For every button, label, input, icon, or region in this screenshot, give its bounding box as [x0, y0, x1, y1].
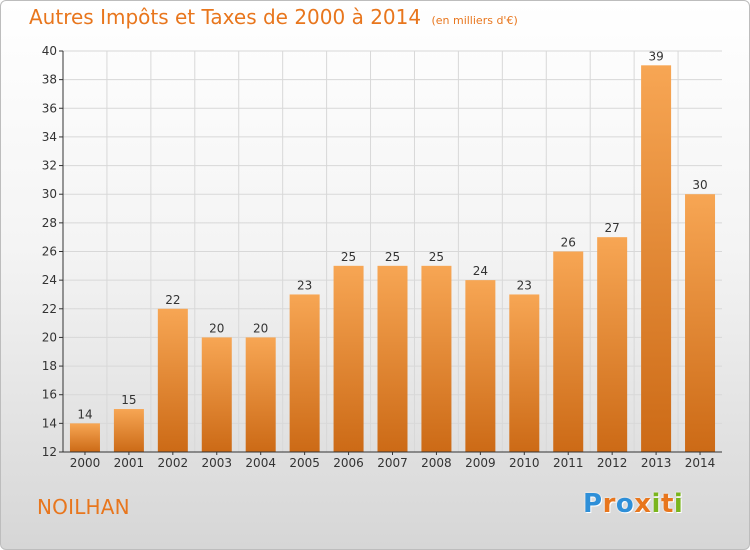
- y-tick-label: 20: [42, 330, 57, 344]
- x-tick-label: 2009: [465, 456, 496, 470]
- data-label: 14: [77, 407, 92, 421]
- bar: [289, 294, 320, 452]
- y-tick-label: 24: [42, 273, 57, 287]
- y-tick-label: 26: [42, 245, 57, 259]
- bar: [157, 308, 188, 452]
- x-tick-label: 2014: [685, 456, 716, 470]
- bar: [685, 194, 716, 452]
- bar: [509, 294, 540, 452]
- location-name: NOILHAN: [37, 495, 130, 519]
- x-tick-label: 2011: [553, 456, 584, 470]
- data-label: 23: [517, 278, 532, 292]
- chart-title: Autres Impôts et Taxes de 2000 à 2014 (e…: [29, 5, 518, 29]
- y-tick-label: 28: [42, 216, 57, 230]
- data-label: 30: [692, 178, 707, 192]
- x-tick-labels: 2000 2001 2002 2003 2004 2005 2006 2007 2008 2009…: [70, 456, 716, 470]
- y-tick-label: 38: [42, 73, 57, 87]
- logo-letter: i: [651, 489, 661, 519]
- y-tick-label: 18: [42, 359, 57, 373]
- y-tick-labels: 12 14 16 18 20 22 24 26 28 30 32 34 36 38 40: [42, 44, 57, 459]
- data-labels: 14 15 22 20 20 23 25 25 25 24 23 26 27 39 30: [77, 49, 707, 421]
- x-tick-label: 2002: [158, 456, 189, 470]
- data-label: 20: [209, 321, 224, 335]
- x-tick-label: 2003: [201, 456, 232, 470]
- data-label: 27: [605, 221, 620, 235]
- bar: [245, 337, 276, 452]
- logo-letter: P: [583, 489, 603, 519]
- data-label: 23: [297, 278, 312, 292]
- bar: [377, 265, 408, 452]
- x-tick-label: 2006: [333, 456, 364, 470]
- data-label: 24: [473, 264, 488, 278]
- data-label: 25: [341, 250, 356, 264]
- data-label: 25: [429, 250, 444, 264]
- logo-letter: r: [602, 489, 616, 519]
- bar: [333, 265, 364, 452]
- logo-letter: o: [615, 489, 635, 519]
- bar: [201, 337, 232, 452]
- axes: [59, 50, 722, 455]
- x-tick-label: 2012: [597, 456, 628, 470]
- data-label: 26: [561, 236, 576, 250]
- y-tick-label: 36: [42, 101, 57, 115]
- bar: [597, 237, 628, 452]
- logo-letter: i: [673, 489, 684, 519]
- x-tick-label: 2010: [509, 456, 540, 470]
- y-tick-label: 14: [42, 416, 57, 430]
- x-tick-label: 2004: [245, 456, 276, 470]
- bar: [113, 409, 144, 452]
- x-tick-label: 2013: [641, 456, 672, 470]
- bar: [641, 65, 672, 453]
- bar: [465, 280, 496, 452]
- x-tick-label: 2001: [114, 456, 145, 470]
- x-tick-label: 2000: [70, 456, 101, 470]
- x-tick-label: 2008: [421, 456, 452, 470]
- data-label: 20: [253, 321, 268, 335]
- y-tick-label: 12: [42, 445, 57, 459]
- proxiti-logo: Proxiti: [583, 489, 683, 519]
- logo-letter: t: [660, 489, 674, 519]
- chart-title-unit: (en milliers d'€): [431, 14, 518, 27]
- y-tick-label: 34: [42, 130, 57, 144]
- y-tick-label: 32: [42, 159, 57, 173]
- y-tick-label: 40: [42, 44, 57, 58]
- x-tick-label: 2007: [377, 456, 408, 470]
- bar: [421, 265, 452, 452]
- bars: [69, 65, 716, 453]
- logo-letter: x: [634, 489, 652, 519]
- chart-title-main: Autres Impôts et Taxes de 2000 à 2014: [29, 5, 422, 29]
- bar: [553, 251, 584, 452]
- x-tick-label: 2005: [289, 456, 320, 470]
- data-label: 22: [165, 293, 180, 307]
- y-tick-label: 16: [42, 388, 57, 402]
- y-tick-label: 22: [42, 302, 57, 316]
- data-label: 25: [385, 250, 400, 264]
- bar: [69, 423, 100, 452]
- y-tick-label: 30: [42, 187, 57, 201]
- data-label: 39: [648, 49, 663, 63]
- data-label: 15: [121, 393, 136, 407]
